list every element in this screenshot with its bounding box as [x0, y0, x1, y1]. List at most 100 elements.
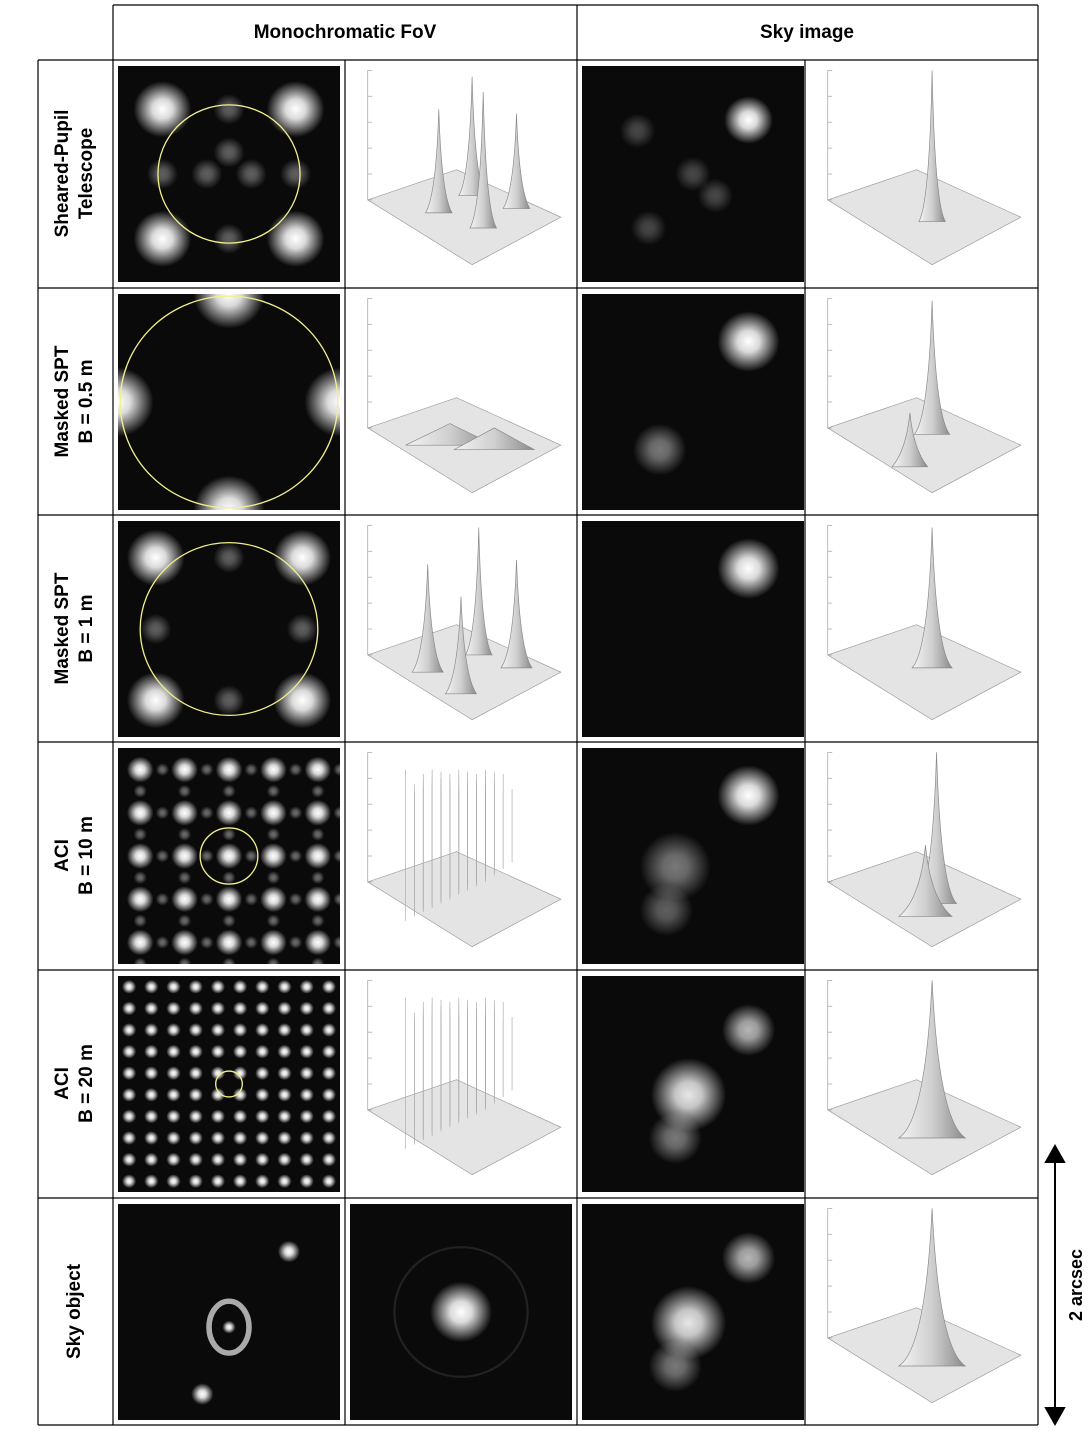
blob: [233, 1153, 247, 1167]
image-panel: [810, 521, 1032, 737]
blob: [122, 1153, 136, 1167]
row-label: Sheared-Pupil: [52, 110, 73, 238]
blob: [222, 914, 235, 927]
blob: [245, 936, 258, 949]
blob: [189, 1023, 203, 1037]
blob: [171, 929, 198, 955]
blob: [144, 1131, 158, 1145]
blob: [277, 980, 291, 994]
blob: [273, 530, 331, 586]
blob: [213, 137, 244, 167]
blob: [311, 785, 324, 798]
blob: [697, 178, 733, 213]
image-panel: [582, 294, 804, 510]
blob: [166, 1174, 180, 1188]
blob: [255, 1131, 269, 1145]
blob: [245, 763, 258, 776]
blob: [300, 1088, 314, 1102]
blob: [134, 785, 147, 798]
blob: [189, 1066, 203, 1080]
blob: [166, 1153, 180, 1167]
image-panel: [350, 66, 572, 282]
blob: [245, 850, 258, 863]
image-panel: [82, 259, 375, 544]
blob: [267, 211, 325, 267]
blob: [430, 1282, 492, 1342]
column-header: Sky image: [760, 22, 854, 43]
image-panel: [350, 1204, 572, 1420]
image-panel: [582, 521, 804, 737]
blob: [300, 1045, 314, 1059]
image-panel: [118, 521, 340, 737]
blob: [277, 1023, 291, 1037]
blob: [255, 1023, 269, 1037]
blob: [267, 958, 280, 971]
blob: [222, 785, 235, 798]
blob: [311, 914, 324, 927]
row-label: ACI: [52, 839, 73, 872]
image-panel: [118, 1204, 340, 1420]
row-label: B = 20 m: [76, 1044, 97, 1123]
blob: [216, 929, 243, 955]
image-panel: [350, 521, 572, 737]
blob: [322, 1131, 336, 1145]
blob: [211, 1131, 225, 1145]
blob: [255, 1001, 269, 1015]
blob: [260, 929, 287, 955]
blob: [300, 1001, 314, 1015]
blob: [127, 843, 154, 869]
blob: [211, 1174, 225, 1188]
blob: [127, 886, 154, 912]
blob: [211, 1153, 225, 1167]
blob: [277, 1001, 291, 1015]
blob: [213, 543, 244, 573]
blob: [189, 1045, 203, 1059]
image-panel: [810, 66, 1032, 282]
blob: [213, 224, 244, 254]
blob: [189, 1174, 203, 1188]
blob: [200, 893, 213, 906]
blob: [122, 1109, 136, 1123]
blob: [178, 871, 191, 884]
blob: [200, 850, 213, 863]
row-label: ACI: [52, 1067, 73, 1100]
blob: [156, 936, 169, 949]
blob: [144, 1066, 158, 1080]
blob: [122, 1088, 136, 1102]
blob: [311, 871, 324, 884]
blob: [166, 1066, 180, 1080]
blob: [127, 800, 154, 826]
blob: [171, 800, 198, 826]
blob: [122, 1174, 136, 1188]
blob: [122, 980, 136, 994]
blob: [122, 1066, 136, 1080]
blob: [216, 757, 243, 783]
blob: [280, 159, 311, 189]
blob: [134, 958, 147, 971]
blob: [289, 936, 302, 949]
blob: [222, 828, 235, 841]
blob: [322, 1001, 336, 1015]
row-label: B = 0.5 m: [76, 360, 97, 444]
blob: [300, 1131, 314, 1145]
blob: [178, 785, 191, 798]
blob: [255, 980, 269, 994]
blob: [277, 1174, 291, 1188]
blob: [200, 936, 213, 949]
blob: [717, 538, 779, 598]
blob: [178, 958, 191, 971]
blob: [200, 763, 213, 776]
image-panel: [810, 748, 1032, 964]
blob: [144, 980, 158, 994]
blob: [277, 1153, 291, 1167]
blob: [233, 980, 247, 994]
blob: [304, 757, 331, 783]
blob: [122, 1023, 136, 1037]
scale-label: 2 arcsec: [1066, 1249, 1086, 1321]
blob: [189, 1088, 203, 1102]
blob: [322, 1088, 336, 1102]
blob: [233, 1045, 247, 1059]
blob: [171, 843, 198, 869]
blob: [255, 1066, 269, 1080]
blob: [178, 914, 191, 927]
